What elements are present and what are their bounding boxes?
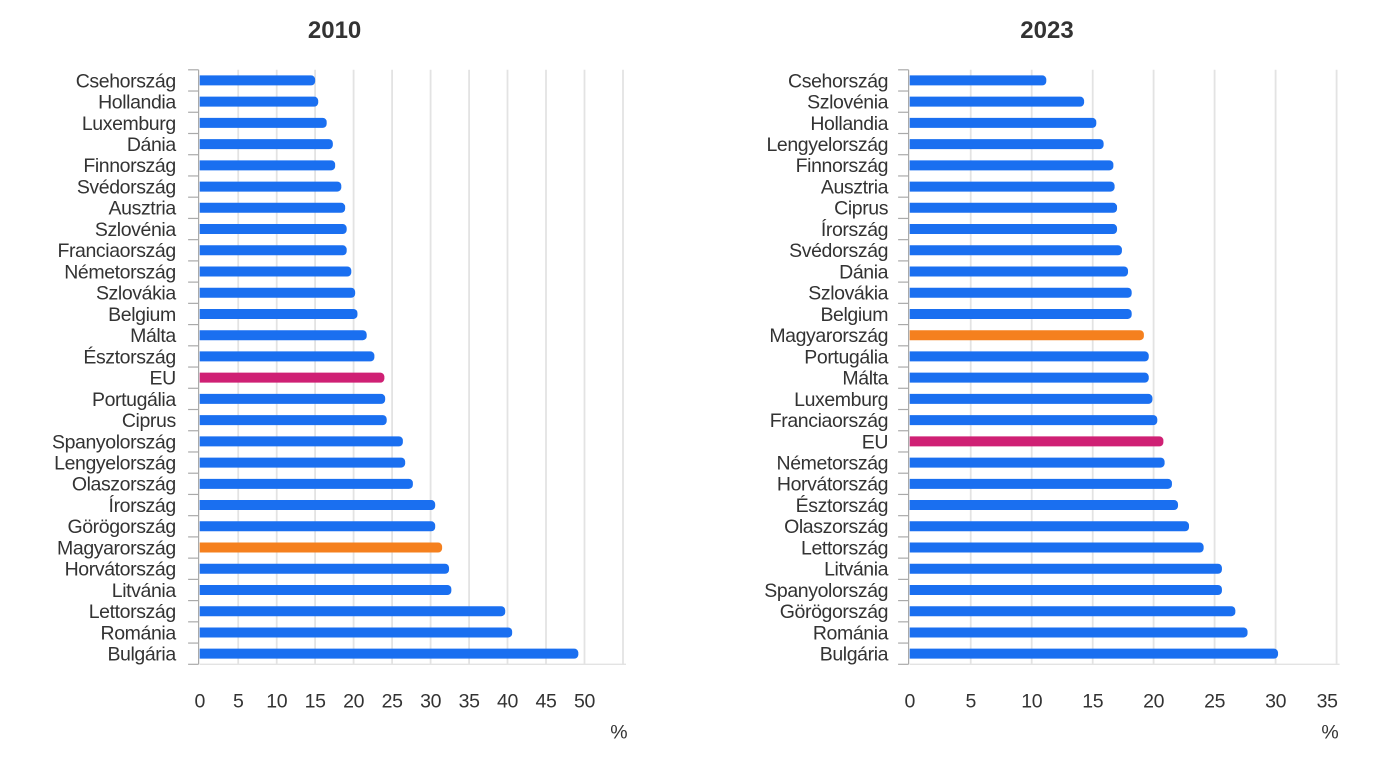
svg-text:Dánia: Dánia <box>839 261 889 283</box>
svg-text:Svédország: Svédország <box>77 176 176 198</box>
svg-text:45: 45 <box>536 690 557 712</box>
svg-text:0: 0 <box>194 690 205 712</box>
svg-text:10: 10 <box>266 690 287 712</box>
svg-text:Németország: Németország <box>777 452 889 474</box>
svg-text:Görögország: Görögország <box>780 601 888 623</box>
svg-text:Ciprus: Ciprus <box>834 198 889 220</box>
svg-text:Ausztria: Ausztria <box>109 198 177 220</box>
svg-text:Finnország: Finnország <box>796 155 888 177</box>
svg-text:Olaszország: Olaszország <box>784 516 888 538</box>
svg-text:Málta: Málta <box>842 368 888 390</box>
svg-text:Németország: Németország <box>64 261 176 283</box>
svg-text:Spanyolország: Spanyolország <box>764 580 888 602</box>
svg-text:0: 0 <box>904 690 915 712</box>
svg-text:Bulgária: Bulgária <box>107 644 176 666</box>
svg-text:Finnország: Finnország <box>83 155 175 177</box>
svg-text:Horvátország: Horvátország <box>777 474 888 496</box>
svg-text:Lettország: Lettország <box>89 601 176 623</box>
svg-text:Dánia: Dánia <box>127 134 177 156</box>
svg-text:Szlovénia: Szlovénia <box>807 92 889 114</box>
svg-text:Írország: Írország <box>821 218 888 241</box>
svg-text:Belgium: Belgium <box>108 304 176 326</box>
svg-text:Lettország: Lettország <box>801 537 888 559</box>
svg-text:30: 30 <box>420 690 441 712</box>
svg-text:Portugália: Portugália <box>804 346 888 368</box>
svg-text:20: 20 <box>343 690 364 712</box>
svg-text:25: 25 <box>382 690 403 712</box>
svg-text:Spanyolország: Spanyolország <box>52 431 176 453</box>
svg-text:Görögország: Görögország <box>67 516 175 538</box>
svg-text:25: 25 <box>1204 690 1225 712</box>
svg-text:5: 5 <box>965 690 976 712</box>
svg-text:Szlovénia: Szlovénia <box>95 219 177 241</box>
svg-text:Észtország: Észtország <box>83 345 175 368</box>
svg-text:35: 35 <box>459 690 480 712</box>
svg-text:Lengyelország: Lengyelország <box>766 134 888 156</box>
svg-text:EU: EU <box>150 368 176 390</box>
svg-text:Észtország: Észtország <box>796 494 888 517</box>
svg-text:Franciaország: Franciaország <box>57 240 175 262</box>
svg-text:Horvátország: Horvátország <box>65 559 176 581</box>
svg-text:50: 50 <box>574 690 595 712</box>
svg-text:Luxemburg: Luxemburg <box>82 113 176 135</box>
svg-text:Bulgária: Bulgária <box>820 644 889 666</box>
svg-text:Litvánia: Litvánia <box>112 580 177 602</box>
svg-text:Írország: Írország <box>109 494 176 517</box>
svg-text:Portugália: Portugália <box>92 389 176 411</box>
svg-text:Ausztria: Ausztria <box>821 176 889 198</box>
svg-text:Franciaország: Franciaország <box>770 410 888 432</box>
svg-text:Litvánia: Litvánia <box>824 559 889 581</box>
svg-text:Olaszország: Olaszország <box>72 474 176 496</box>
svg-text:15: 15 <box>305 690 326 712</box>
svg-text:30: 30 <box>1265 690 1286 712</box>
svg-text:EU: EU <box>862 431 888 453</box>
svg-text:%: % <box>1321 721 1338 743</box>
svg-text:40: 40 <box>497 690 518 712</box>
svg-text:Csehország: Csehország <box>76 70 176 92</box>
svg-text:Szlovákia: Szlovákia <box>96 283 176 305</box>
svg-text:35: 35 <box>1317 690 1338 712</box>
svg-text:10: 10 <box>1021 690 1042 712</box>
svg-text:15: 15 <box>1082 690 1103 712</box>
svg-text:2023: 2023 <box>1020 17 1073 44</box>
svg-text:Ciprus: Ciprus <box>122 410 177 432</box>
svg-text:%: % <box>610 721 627 743</box>
svg-text:5: 5 <box>233 690 244 712</box>
svg-text:Hollandia: Hollandia <box>98 92 176 114</box>
svg-text:Luxemburg: Luxemburg <box>794 389 888 411</box>
svg-text:Málta: Málta <box>130 325 176 347</box>
svg-text:20: 20 <box>1143 690 1164 712</box>
svg-text:Románia: Románia <box>813 622 889 644</box>
svg-text:Szlovákia: Szlovákia <box>808 283 888 305</box>
svg-text:Svédország: Svédország <box>789 240 888 262</box>
svg-text:Belgium: Belgium <box>820 304 888 326</box>
svg-text:Csehország: Csehország <box>788 70 888 92</box>
svg-text:Románia: Románia <box>101 622 177 644</box>
svg-text:2010: 2010 <box>308 17 361 44</box>
svg-text:Magyarország: Magyarország <box>769 325 888 347</box>
svg-text:Hollandia: Hollandia <box>810 113 888 135</box>
svg-text:Lengyelország: Lengyelország <box>54 452 176 474</box>
svg-text:Magyarország: Magyarország <box>57 537 176 559</box>
